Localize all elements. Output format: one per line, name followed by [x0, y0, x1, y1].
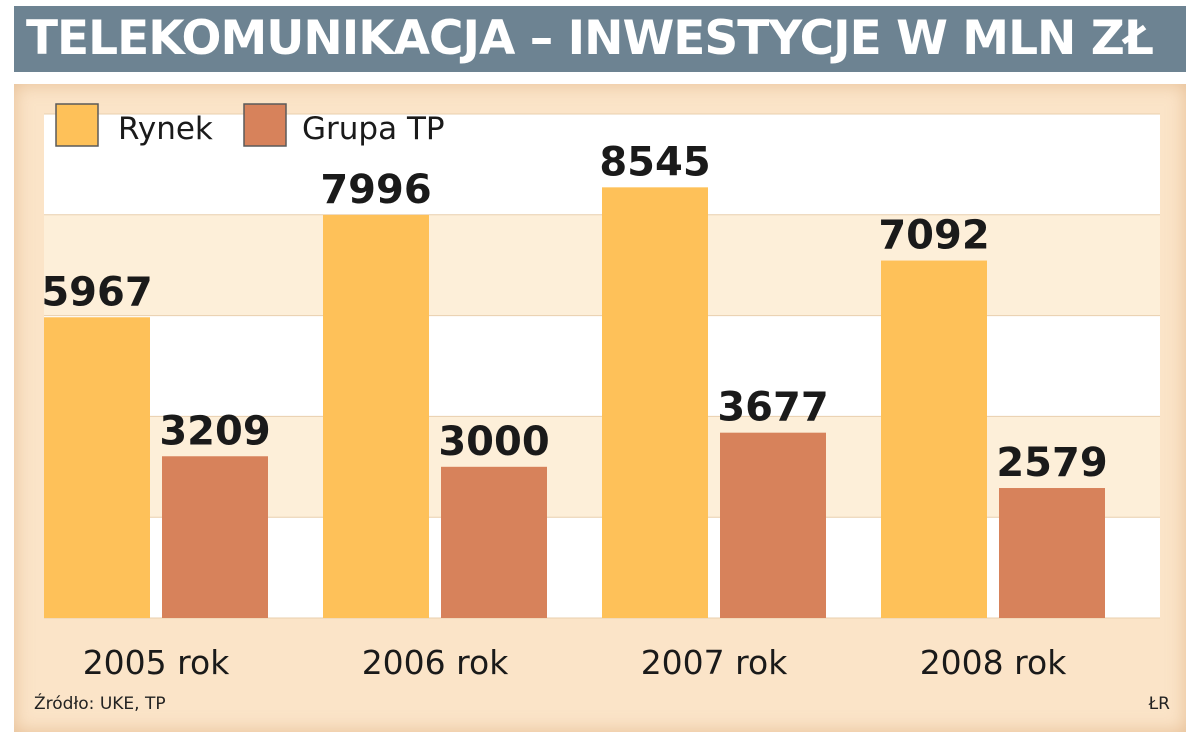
- legend-label-rynek: Rynek: [118, 111, 213, 147]
- bar-rynek: [323, 215, 429, 619]
- data-label-rynek: 7092: [878, 213, 989, 259]
- legend-swatch-rynek: [55, 103, 99, 147]
- x-tick-label: 2006 rok: [362, 643, 510, 682]
- bar-rynek: [602, 187, 708, 618]
- bar-grupa-tp: [162, 456, 268, 618]
- legend-swatch-grupa-tp: [243, 103, 287, 147]
- title-bar: TELEKOMUNIKACJA – INWESTYCJE W MLN ZŁ: [14, 6, 1186, 72]
- x-tick-label: 2008 rok: [920, 643, 1068, 682]
- chart-title: TELEKOMUNIKACJA – INWESTYCJE W MLN ZŁ: [26, 11, 1154, 66]
- bar-rynek: [881, 260, 987, 618]
- bar-grupa-tp: [999, 488, 1105, 618]
- data-label-grupa-tp: 2579: [996, 440, 1107, 486]
- x-tick-label: 2007 rok: [641, 643, 789, 682]
- data-label-rynek: 7996: [320, 167, 431, 213]
- author-credit: ŁR: [1148, 694, 1170, 714]
- data-label-grupa-tp: 3677: [717, 385, 828, 431]
- data-label-rynek: 8545: [599, 139, 710, 185]
- data-label-rynek: 5967: [41, 269, 152, 315]
- data-label-grupa-tp: 3000: [438, 419, 549, 465]
- bar-grupa-tp: [441, 466, 547, 618]
- bar-grupa-tp: [720, 432, 826, 618]
- data-label-grupa-tp: 3209: [159, 408, 270, 454]
- source-note: Źródło: UKE, TP: [34, 694, 166, 714]
- bar-rynek: [44, 317, 150, 618]
- legend-label-grupa-tp: Grupa TP: [302, 111, 445, 147]
- x-tick-label: 2005 rok: [83, 643, 231, 682]
